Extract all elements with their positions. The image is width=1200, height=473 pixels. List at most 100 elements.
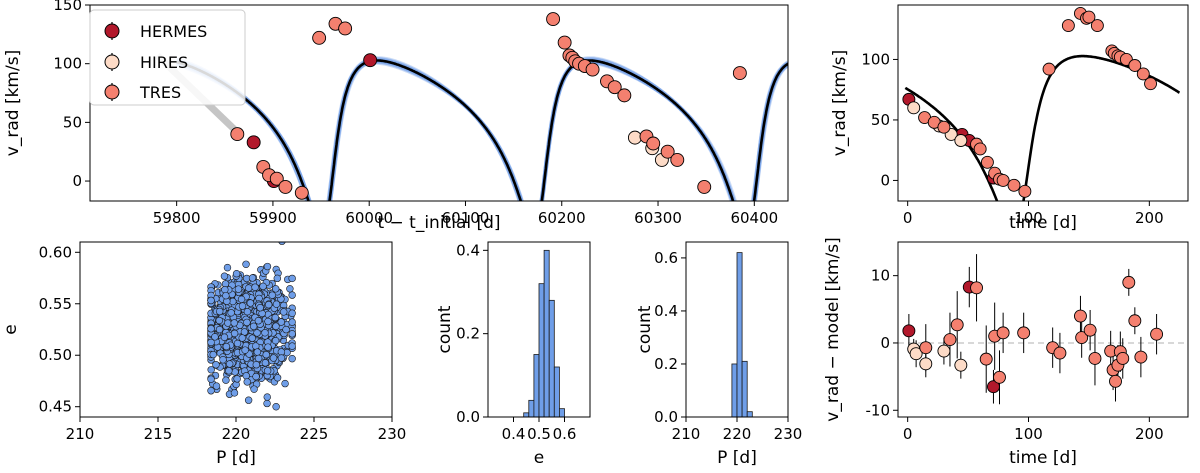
legend-label-tres: TRES — [139, 83, 181, 102]
posterior-sample — [280, 308, 288, 316]
histogram-bar — [548, 299, 555, 418]
model-curve — [176, 59, 788, 201]
y-tick-label: 0.45 — [39, 398, 72, 416]
posterior-sample — [212, 382, 221, 390]
posterior-sample — [238, 334, 246, 342]
y-axis-label: v_rad [km/s] — [3, 50, 23, 156]
posterior-sample — [207, 338, 215, 347]
posterior-sample — [222, 342, 231, 351]
y-tick-label: 50 — [63, 113, 82, 131]
posterior-sample — [248, 334, 256, 342]
legend-item-hermes: HERMES — [104, 22, 207, 41]
y-axis-label: e — [1, 324, 21, 334]
x-tick-label: 0 — [903, 209, 913, 227]
y-axis-label: count — [435, 305, 455, 353]
residual-point-tres — [1083, 323, 1097, 337]
residual-point-tres — [970, 281, 983, 295]
posterior-sample — [273, 374, 282, 382]
posterior-sample — [272, 300, 281, 308]
x-tick-label: 60300 — [634, 209, 682, 227]
data-point-tres — [996, 173, 1010, 187]
posterior-sample — [221, 285, 229, 294]
x-tick-label: 59800 — [153, 209, 201, 227]
posterior-sample — [250, 385, 258, 393]
data-point-tres — [278, 179, 293, 194]
data-point-tres — [1144, 77, 1157, 91]
posterior-sample — [242, 372, 250, 380]
data-point-hermes — [363, 53, 378, 68]
plot-area — [902, 7, 1181, 201]
y-tick-label: 0.60 — [39, 243, 72, 261]
posterior-sample — [238, 302, 247, 310]
y-tick-label: 0.50 — [39, 346, 72, 364]
posterior-sample — [207, 366, 215, 374]
plot-area — [207, 242, 296, 411]
residual-point-hermes — [987, 380, 1000, 394]
y-tick-label: 10 — [871, 267, 890, 285]
legend-marker-tres — [104, 84, 120, 100]
residual-point-tres — [1075, 331, 1089, 345]
data-point-tres — [697, 179, 712, 194]
legend-marker-hires — [104, 54, 120, 70]
posterior-sample — [243, 307, 252, 316]
posterior-sample — [286, 285, 294, 293]
y-tick-label: 0.2 — [456, 325, 480, 343]
posterior-sample — [269, 354, 278, 362]
histogram-bar — [538, 283, 545, 418]
residual-point-tres — [1017, 326, 1031, 340]
residual-point-tres — [1134, 350, 1148, 364]
x-tick-label: 59900 — [249, 209, 297, 227]
data-point-tres — [607, 80, 622, 95]
data-point-tres — [937, 120, 951, 134]
x-tick-label: 100 — [1014, 209, 1043, 227]
y-tick-label: 0.4 — [456, 241, 480, 259]
x-tick-label: 215 — [144, 425, 173, 443]
x-tick-label: 200 — [1135, 425, 1164, 443]
x-tick-label: 210 — [66, 425, 95, 443]
data-point-tres — [1042, 62, 1056, 76]
panel-histogram-period: 210 220 230 0.0 0.2 0.4 0.6 P [d] count — [635, 241, 802, 468]
panel-rv-time-series: 59800 59900 60000 60100 60200 60300 60400 0 50 10… — [3, 0, 789, 233]
histogram-bar — [559, 408, 565, 418]
posterior-sample — [251, 283, 259, 291]
histogram-bar — [741, 360, 748, 418]
residual-point-tres — [1128, 314, 1142, 328]
posterior-sample — [248, 274, 257, 282]
x-tick-label: 100 — [1014, 425, 1043, 443]
data-point-hires — [954, 134, 968, 147]
legend-item-tres: TRES — [104, 83, 181, 102]
histogram-bar — [523, 412, 530, 418]
y-tick-label: 0.0 — [654, 408, 678, 426]
posterior-model-curve — [176, 57, 788, 201]
x-tick-label: 220 — [723, 425, 752, 443]
posterior-sample — [220, 272, 229, 280]
x-tick-label: 225 — [300, 425, 329, 443]
posterior-sample — [288, 274, 296, 283]
posterior-sample — [207, 375, 215, 383]
posterior-sample — [224, 319, 232, 327]
posterior-model-curve — [176, 60, 788, 201]
data-point-tres — [294, 185, 309, 200]
data-point-tres — [670, 152, 685, 167]
posterior-model-curve — [176, 59, 788, 201]
posterior-sample — [222, 376, 230, 384]
plot-area — [898, 254, 1188, 405]
x-tick-label: 60200 — [538, 209, 586, 227]
data-point-hires — [907, 101, 921, 115]
posterior-sample — [243, 318, 251, 327]
y-axis-label: count — [635, 305, 655, 353]
x-tick-label: 60000 — [345, 209, 393, 227]
y-axis-label: v_rad [km/s] — [830, 50, 850, 156]
posterior-sample — [263, 399, 271, 408]
posterior-sample — [282, 325, 290, 334]
legend: HERMES HIRES TRES — [89, 9, 246, 106]
posterior-sample — [234, 285, 243, 293]
data-point-tres — [1018, 184, 1032, 198]
posterior-sample — [263, 262, 272, 271]
residual-point-hires — [919, 357, 933, 371]
posterior-sample — [259, 282, 267, 291]
residual-point-tres — [979, 352, 993, 366]
x-axis-label: time [d] — [1009, 448, 1077, 468]
data-point-tres — [269, 171, 284, 186]
